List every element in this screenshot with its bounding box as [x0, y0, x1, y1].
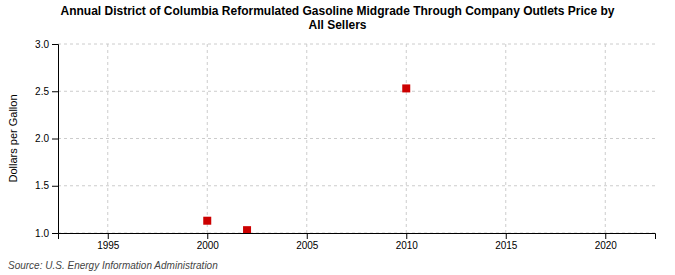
tick-mark [406, 233, 407, 239]
tick-label: 1.5 [35, 180, 49, 191]
tick-mark [108, 233, 109, 239]
title-line: All Sellers [308, 18, 366, 32]
tick-label: 2.0 [35, 133, 49, 144]
tick: 3.0 [35, 39, 58, 50]
tick: 2005 [296, 233, 319, 251]
tick-mark [207, 233, 208, 239]
tick-mark [506, 233, 507, 239]
grid [58, 44, 655, 233]
x-axis: 1995 2000 2005 2010 2015 2020 [59, 233, 656, 251]
tick-mark [52, 44, 58, 45]
chart: 1995 2000 2005 2010 2015 2020 1.0 1.5 2.0 2.5 3.0 D… [0, 0, 675, 275]
tick: 2.0 [35, 133, 58, 144]
grid-line [58, 44, 655, 45]
tick: 2020 [595, 233, 618, 251]
grid-line [406, 44, 407, 233]
tick: 2.5 [35, 86, 58, 97]
point [402, 84, 410, 92]
tick-mark [605, 233, 606, 239]
y-axis: 1.0 1.5 2.0 2.5 3.0 [35, 39, 58, 239]
tick: 2010 [396, 233, 419, 251]
tick: 1995 [97, 233, 120, 251]
tick-label: 2015 [495, 240, 518, 251]
tick: 2015 [495, 233, 518, 251]
tick-mark [52, 139, 58, 140]
tick-label: 2.5 [35, 86, 49, 97]
grid-line [306, 44, 307, 233]
tick-mark [307, 233, 308, 239]
y-axis-title: Dollars per Gallon [7, 94, 19, 182]
tick-mark [52, 186, 58, 187]
grid-line [58, 91, 655, 92]
title: Annual District of Columbia Reformulated… [60, 4, 614, 32]
tick-mark [52, 233, 58, 234]
tick: 2000 [197, 233, 220, 251]
axis-line [59, 234, 656, 240]
point [243, 226, 251, 233]
tick-label: 1.0 [35, 228, 49, 239]
grid-line [58, 138, 655, 139]
tick: 1.0 [35, 228, 58, 239]
grid-line [505, 44, 506, 233]
tick-mark [52, 91, 58, 92]
point [203, 217, 211, 225]
axis-line [52, 45, 59, 234]
tick: 1.5 [35, 180, 58, 191]
tick-label: 1995 [97, 240, 120, 251]
grid-line [605, 44, 606, 233]
tick-label: 2010 [396, 240, 419, 251]
grid-line [207, 44, 208, 233]
plot-area: 1995 2000 2005 2010 2015 2020 1.0 1.5 2.0 2.5 3.0 [35, 39, 655, 251]
annotation: Source: U.S. Energy Information Administ… [8, 260, 218, 271]
tick-label: 2020 [595, 240, 618, 251]
tick-label: 2000 [197, 240, 220, 251]
tick-label: 2005 [296, 240, 319, 251]
grid-line [107, 44, 108, 233]
tick-label: 3.0 [35, 39, 49, 50]
grid-line [58, 185, 655, 186]
points [203, 84, 410, 233]
title-line: Annual District of Columbia Reformulated… [60, 4, 614, 18]
